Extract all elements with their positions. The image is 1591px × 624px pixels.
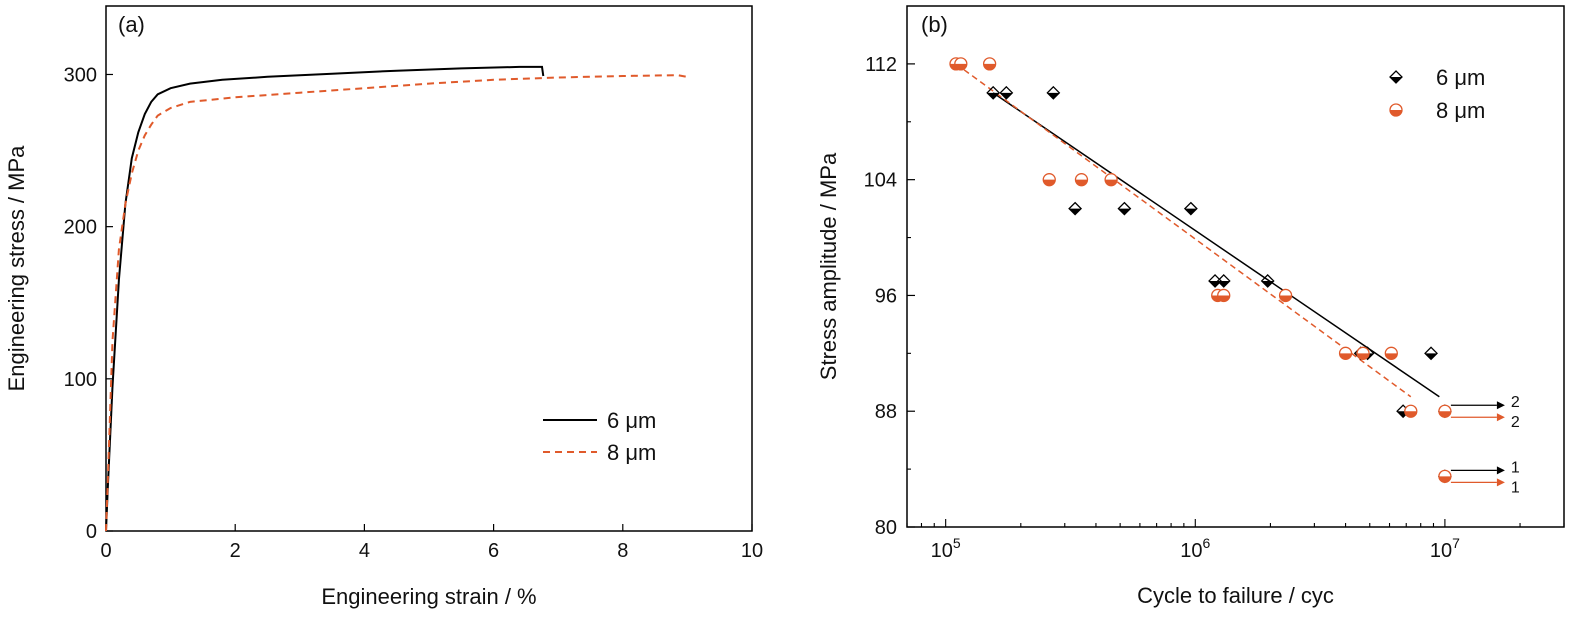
legend-label: 6 μm xyxy=(1436,65,1485,90)
data-point-6um xyxy=(1216,274,1231,288)
data-point-6um xyxy=(1068,201,1083,216)
x-tick-label: 107 xyxy=(1430,535,1460,562)
panel-label: (b) xyxy=(921,12,948,37)
data-point-8um xyxy=(1438,404,1452,418)
x-tick-label-exponent: 6 xyxy=(1203,535,1211,551)
runout-count-label: 1 xyxy=(1511,479,1520,496)
data-point-6um xyxy=(1046,85,1061,100)
x-axis-title: Cycle to failure / cyc xyxy=(1137,583,1334,608)
y-tick-label: 112 xyxy=(865,54,897,76)
data-point-6um xyxy=(999,85,1014,100)
runout-arrow-head xyxy=(1496,413,1505,422)
y-axis-title: Engineering stress / MPa xyxy=(4,145,29,392)
data-point-6um xyxy=(986,85,1001,100)
runout-count-label: 2 xyxy=(1511,394,1520,411)
data-point-6um xyxy=(1260,274,1275,288)
data-point-8um xyxy=(1404,404,1418,418)
data-point-8um xyxy=(982,57,997,71)
runout-arrow-head xyxy=(1496,401,1505,410)
data-point-8um xyxy=(1338,346,1353,360)
y-tick-label: 80 xyxy=(875,517,897,539)
x-tick-label-base: 10 xyxy=(1180,540,1202,562)
data-point-6um xyxy=(1117,201,1132,216)
x-tick-label-base: 10 xyxy=(931,540,953,562)
y-tick-label: 200 xyxy=(64,217,97,239)
runout-arrow-head xyxy=(1496,466,1505,475)
legend-marker-6um xyxy=(1389,70,1403,84)
legend-label: 8 μm xyxy=(607,440,656,465)
y-axis-title: Stress amplitude / MPa xyxy=(816,152,841,380)
x-tick-label: 10 xyxy=(741,540,763,562)
y-tick-label: 0 xyxy=(86,521,97,543)
x-tick-label: 106 xyxy=(1180,535,1210,562)
x-axis-title: Engineering strain / % xyxy=(321,584,536,609)
legend-marker-8um xyxy=(1389,103,1403,117)
data-point-8um xyxy=(1356,346,1370,360)
x-tick-label: 105 xyxy=(931,535,961,562)
runout-arrow-head xyxy=(1496,478,1505,487)
panel-b-plot-frame xyxy=(906,5,1565,528)
data-point-8um xyxy=(1074,173,1089,187)
runout-count-label: 2 xyxy=(1511,414,1520,431)
x-tick-label: 4 xyxy=(359,540,370,562)
y-tick-label: 300 xyxy=(64,64,97,86)
x-tick-label: 2 xyxy=(230,540,241,562)
y-tick-label: 96 xyxy=(875,285,897,307)
series-line-1 xyxy=(105,65,545,532)
fit-line-1 xyxy=(992,92,1440,398)
runout-count-label: 1 xyxy=(1511,459,1520,476)
panel-a-plot-frame xyxy=(105,5,753,532)
data-point-8um xyxy=(1384,346,1398,360)
fit-line-2 xyxy=(955,63,1412,398)
data-point-8um xyxy=(954,57,968,71)
legend-label: 6 μm xyxy=(607,408,656,433)
data-point-8um xyxy=(1438,469,1452,483)
data-point-6um xyxy=(1183,201,1198,216)
x-tick-label: 6 xyxy=(488,540,499,562)
y-tick-label: 104 xyxy=(864,170,897,192)
data-point-6um xyxy=(1424,346,1438,361)
series-line-2 xyxy=(105,74,691,532)
x-tick-label-exponent: 7 xyxy=(1452,535,1460,551)
data-point-8um xyxy=(1042,173,1056,187)
y-tick-label: 100 xyxy=(64,369,97,391)
x-tick-label-exponent: 5 xyxy=(953,535,961,551)
data-point-8um xyxy=(1104,173,1118,187)
x-tick-label: 8 xyxy=(617,540,628,562)
data-point-8um xyxy=(1278,288,1293,303)
panel-label: (a) xyxy=(118,12,145,37)
x-tick-label-base: 10 xyxy=(1430,540,1452,562)
y-tick-label: 88 xyxy=(875,401,897,423)
data-point-8um xyxy=(1217,288,1231,303)
x-tick-label: 0 xyxy=(100,540,111,562)
legend-label: 8 μm xyxy=(1436,98,1485,123)
